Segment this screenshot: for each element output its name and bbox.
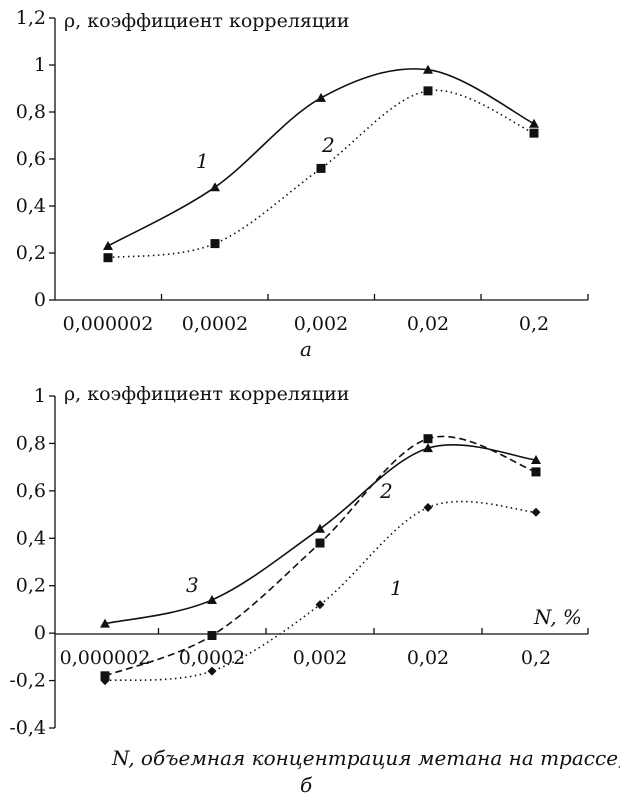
data-point-a-2-0 (103, 253, 113, 263)
series-label-b-3: 3 (186, 573, 199, 597)
x-tick-label-a-0: 0,000002 (63, 313, 154, 335)
data-point-b-3-1 (207, 594, 217, 604)
data-point-a-2-3 (423, 86, 433, 96)
y-tick-label-b-6: 0,8 (16, 432, 46, 454)
x-tick-label-b-1: 0,0002 (179, 647, 245, 669)
data-point-b-2-4 (531, 467, 541, 477)
series-line-b-3 (104, 444, 537, 625)
y-tick-label-a-4: 0,8 (16, 101, 46, 123)
data-point-a-2-1 (210, 239, 220, 249)
panel-label-b: б (300, 773, 313, 797)
y-tick-label-b-2: 0 (34, 622, 46, 644)
data-point-a-1-1 (210, 182, 220, 192)
y-tick-label-b-7: 1 (34, 385, 46, 407)
series-line-b-2 (104, 435, 537, 677)
x-tick-label-a-3: 0,02 (407, 313, 449, 335)
x-tick-label-b-3: 0,02 (407, 647, 449, 669)
x-tick-label-a-2: 0,002 (294, 313, 348, 335)
y-tick-label-b-4: 0,4 (16, 527, 46, 549)
x-tick-label-b-2: 0,002 (293, 647, 347, 669)
data-point-b-1-2 (315, 600, 325, 610)
y-tick-label-a-2: 0,4 (16, 195, 46, 217)
data-point-b-3-2 (315, 523, 325, 533)
x-tick-label-b-0: 0,000002 (60, 647, 151, 669)
y-axis-label-b: ρ, коэффициент корреляции (64, 383, 349, 405)
x-tick-label-a-4: 0,2 (519, 313, 549, 335)
y-tick-label-a-1: 0,2 (16, 242, 46, 264)
data-point-b-3-4 (531, 455, 541, 465)
y-tick-label-a-3: 0,6 (16, 148, 46, 170)
data-point-a-2-2 (316, 163, 326, 173)
y-tick-label-b-1: -0,2 (9, 670, 46, 692)
x-axis-end-label-b: N, % (533, 605, 582, 629)
chart-panel-a: ρ, коэффициент корреляции а 1 2 0 0,2 0,4 0… (16, 7, 589, 361)
data-point-b-3-3 (423, 443, 433, 453)
y-axis-label-a: ρ, коэффициент корреляции (64, 10, 349, 32)
data-point-a-1-2 (316, 92, 326, 102)
series-label-b-2: 2 (379, 479, 393, 503)
series-label-a-1: 1 (196, 149, 209, 173)
data-point-b-2-0 (100, 671, 110, 681)
data-point-a-2-4 (529, 128, 539, 138)
x-axis-title-b: N, объемная концентрация метана на трасс… (111, 746, 620, 770)
data-point-b-1-4 (531, 507, 541, 517)
data-point-b-3-0 (100, 618, 110, 628)
data-point-b-1-3 (423, 502, 433, 512)
data-point-b-2-1 (207, 631, 217, 641)
series-line-a-2 (107, 89, 535, 259)
y-tick-label-a-5: 1 (34, 54, 46, 76)
y-tick-label-a-6: 1,2 (16, 7, 46, 29)
data-point-b-1-1 (207, 666, 217, 676)
y-tick-label-b-5: 0,6 (16, 480, 46, 502)
data-point-a-1-4 (529, 118, 539, 128)
panel-label-a: а (300, 337, 312, 361)
y-tick-label-b-3: 0,2 (16, 575, 46, 597)
x-tick-label-b-4: 0,2 (521, 647, 551, 669)
series-label-a-2: 2 (321, 133, 335, 157)
data-point-b-2-3 (423, 434, 433, 444)
data-point-a-1-0 (103, 240, 113, 250)
chart-panel-b: ρ, коэффициент корреляции N, % N, объемн… (9, 383, 620, 797)
data-point-b-2-2 (315, 538, 325, 548)
x-tick-label-a-1: 0,0002 (182, 313, 248, 335)
y-tick-label-b-0: -0,4 (9, 717, 46, 739)
data-point-a-1-3 (423, 64, 433, 74)
series-label-b-1: 1 (390, 576, 403, 600)
y-tick-label-a-0: 0 (34, 289, 46, 311)
